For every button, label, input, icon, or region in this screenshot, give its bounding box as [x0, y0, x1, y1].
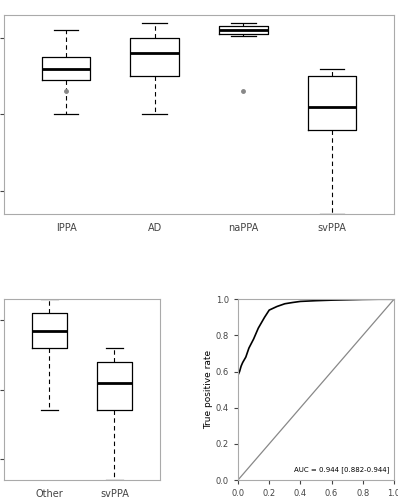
Text: AUC = 0.944 [0.882-0.944]: AUC = 0.944 [0.882-0.944] [294, 466, 389, 473]
Y-axis label: True positive rate: True positive rate [204, 350, 213, 429]
